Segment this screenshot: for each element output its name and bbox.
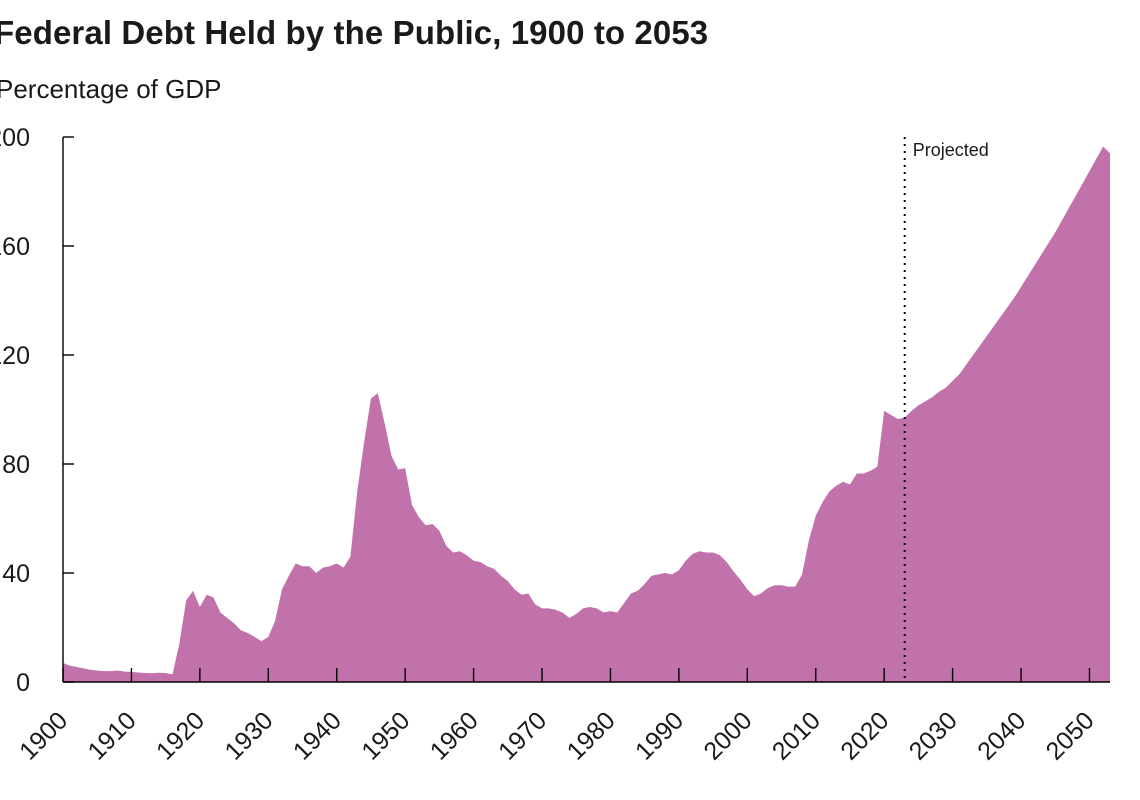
y-tick-label: 40 bbox=[2, 560, 30, 588]
x-tick-label: 1970 bbox=[493, 706, 552, 765]
chart-subtitle: Percentage of GDP bbox=[0, 74, 222, 104]
x-tick-label: 1980 bbox=[562, 706, 621, 765]
x-tick-label: 2040 bbox=[972, 706, 1031, 765]
area-layer bbox=[63, 146, 1110, 683]
x-tick-label: 1910 bbox=[83, 706, 142, 765]
y-tick-label: 120 bbox=[0, 342, 30, 370]
y-tick-label: 80 bbox=[2, 451, 30, 479]
x-tick-label: 1950 bbox=[356, 706, 415, 765]
x-tick-label: 2030 bbox=[904, 706, 963, 765]
x-tick-label: 1960 bbox=[425, 706, 484, 765]
debt-area-series bbox=[63, 146, 1110, 683]
x-tick-label: 1930 bbox=[219, 706, 278, 765]
y-tick-label: 160 bbox=[0, 233, 30, 261]
y-tick-label: 200 bbox=[0, 124, 30, 152]
x-tick-label: 2020 bbox=[835, 706, 894, 765]
annotation-layer: Projected bbox=[903, 137, 989, 682]
x-tick-label: 1920 bbox=[151, 706, 210, 765]
x-tick-label: 2010 bbox=[767, 706, 826, 765]
x-tick-label: 1990 bbox=[630, 706, 689, 765]
x-tick-label: 2000 bbox=[698, 706, 757, 765]
y-tick-label: 0 bbox=[16, 669, 30, 697]
projected-label: Projected bbox=[913, 140, 989, 160]
x-tick-label: 2050 bbox=[1041, 706, 1100, 765]
x-tick-label: 1940 bbox=[288, 706, 347, 765]
x-tick-label: 1900 bbox=[14, 706, 73, 765]
chart-title: Federal Debt Held by the Public, 1900 to… bbox=[0, 14, 709, 51]
